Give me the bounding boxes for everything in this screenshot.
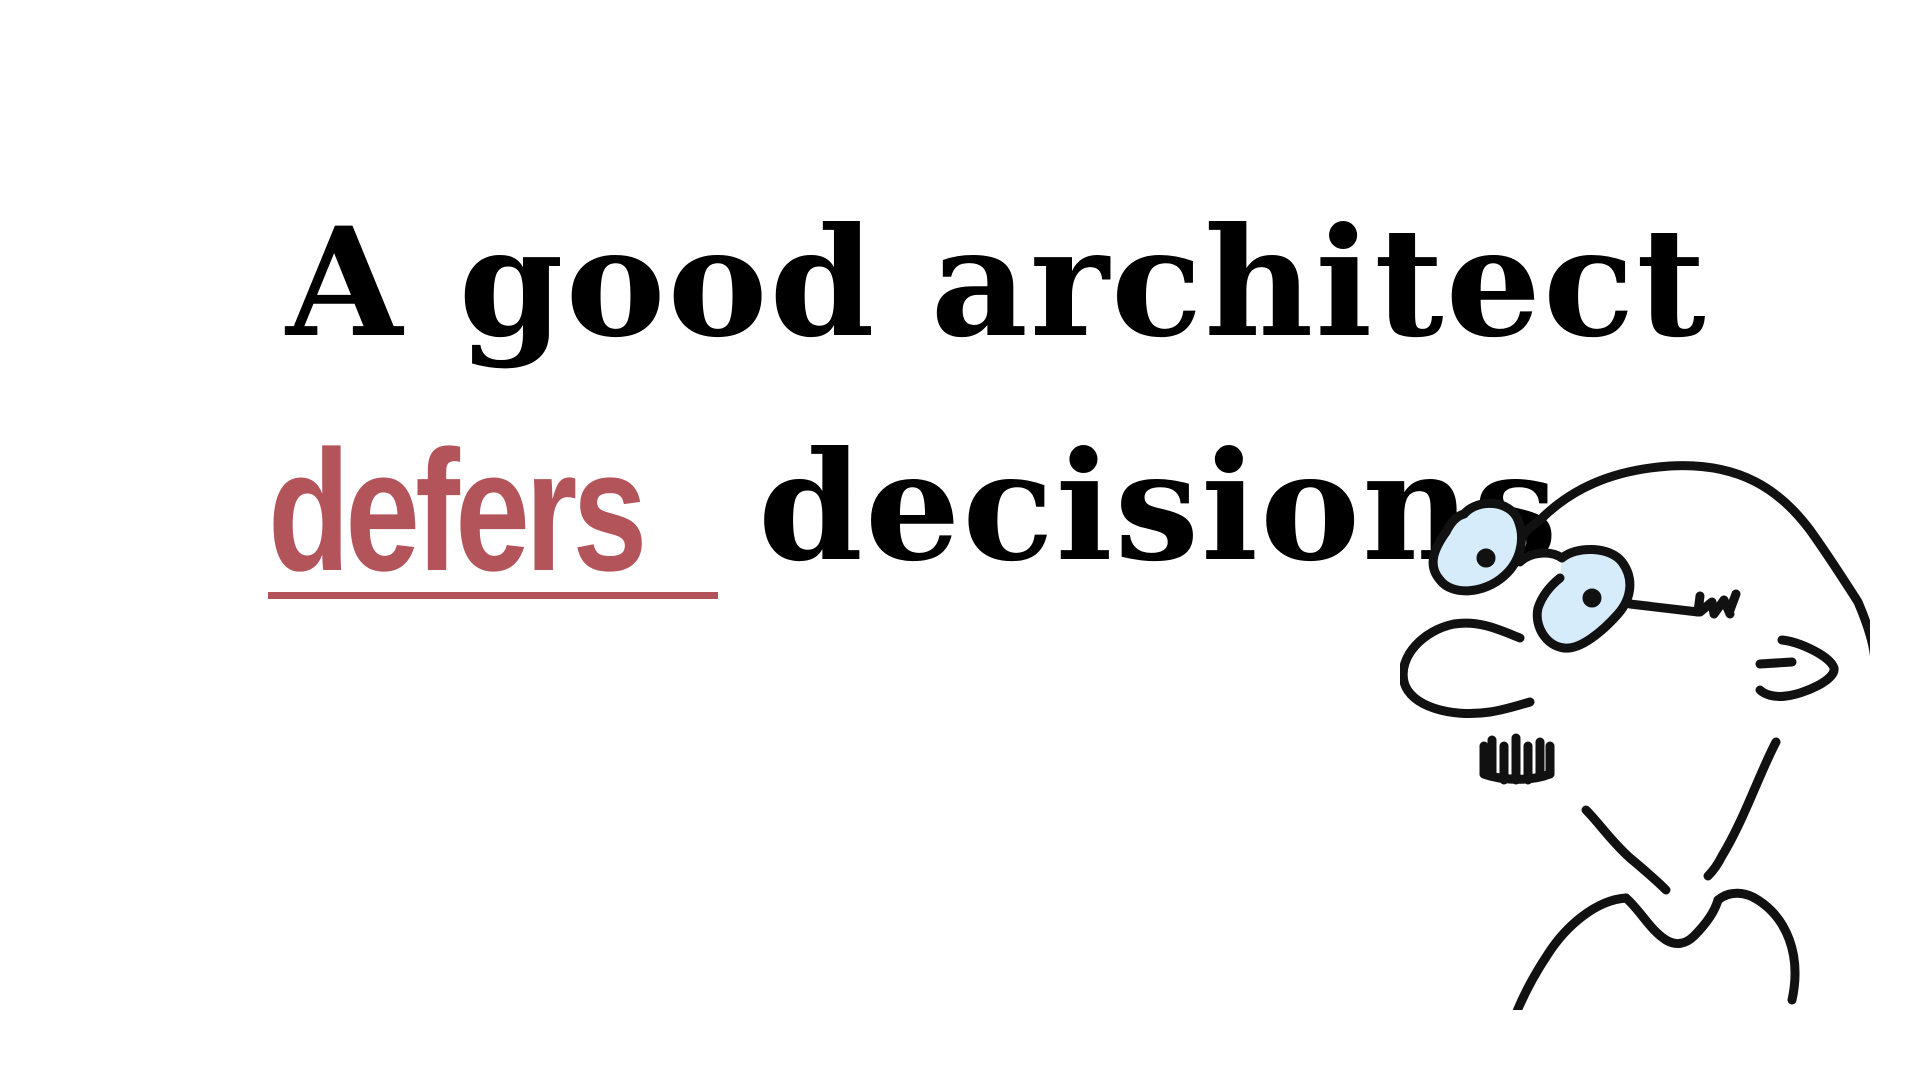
emphasis-underline xyxy=(268,592,718,599)
headline-line-2-rest: decisions xyxy=(758,419,1560,595)
emphasis-word: defers xyxy=(268,415,647,607)
headline-line-1: A good architect xyxy=(286,195,1708,371)
bald-cartoon-character-with-glasses-icon xyxy=(1400,461,1870,1010)
headline-line-2: defers xyxy=(268,425,718,597)
